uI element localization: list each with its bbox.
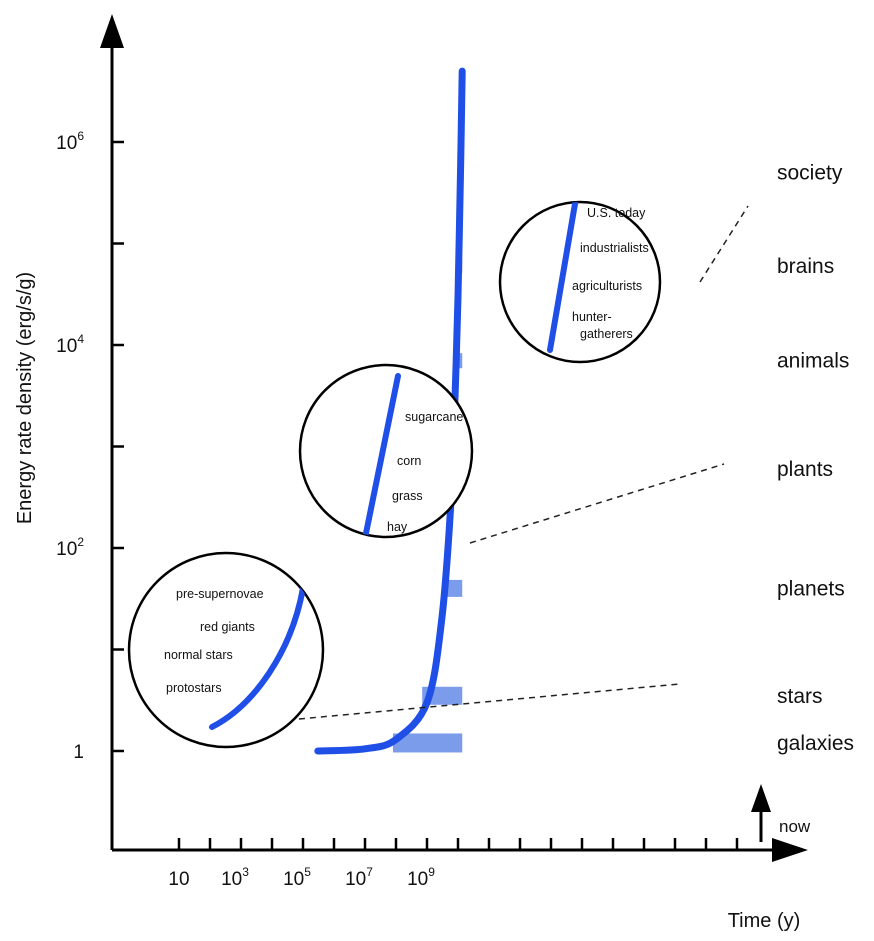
- category-label-brains: brains: [777, 255, 834, 278]
- stars-inset-curve: [209, 585, 306, 730]
- category-label-society: society: [777, 162, 843, 185]
- inset-connectors: [287, 205, 749, 721]
- society-inset-curve: [547, 202, 579, 353]
- plants-inset-curve: [360, 373, 401, 537]
- stars-inset-label-2: red giants: [200, 620, 255, 634]
- y-axis: [100, 14, 124, 850]
- society-inset-label-5: gatherers: [580, 327, 633, 341]
- stars-inset-label-3: normal stars: [164, 648, 233, 662]
- x-tick-label: 109: [407, 865, 435, 890]
- society-inset: U.S. today industrialists agriculturists…: [498, 200, 662, 364]
- society-connector: [699, 205, 749, 283]
- plants-connector: [469, 463, 725, 544]
- now-arrowhead: [751, 784, 771, 812]
- category-label-animals: animals: [777, 350, 849, 373]
- x-tick-label: 105: [283, 865, 311, 890]
- now-label: now: [779, 817, 811, 836]
- category-labels: galaxies stars planets plants animals brains s…: [777, 162, 854, 755]
- category-label-stars: stars: [777, 685, 823, 708]
- plants-inset-label-4: hay: [387, 520, 408, 534]
- y-axis-arrowhead: [100, 14, 124, 48]
- society-inset-label-3: agriculturists: [572, 279, 642, 293]
- y-tick-label: 1: [73, 742, 84, 763]
- y-axis-label: Energy rate density (erg/s/g): [14, 272, 36, 524]
- axis-ticks: [112, 140, 739, 850]
- society-inset-label-2: industrialists: [580, 241, 649, 255]
- society-inset-label-4: hunter-: [572, 310, 612, 324]
- now-marker: now: [751, 784, 811, 842]
- stars-inset: pre-supernovae red giants normal stars p…: [127, 551, 325, 749]
- category-label-plants: plants: [777, 458, 833, 481]
- y-tick-label: 102: [56, 535, 84, 560]
- plants-inset-label-3: grass: [392, 489, 423, 503]
- stars-inset-label-1: pre-supernovae: [176, 587, 264, 601]
- band-galaxies: [392, 733, 463, 753]
- x-axis-arrowhead: [772, 838, 808, 862]
- x-axis-label: Time (y): [728, 910, 801, 932]
- band-planets: [445, 579, 463, 597]
- stars-inset-label-4: protostars: [166, 681, 222, 695]
- y-tick-label: 104: [56, 332, 84, 357]
- y-tick-label: 106: [56, 129, 84, 154]
- x-tick-labels: 10 103 105 107 109: [168, 865, 435, 890]
- x-tick-label: 10: [168, 869, 189, 890]
- x-tick-label: 103: [221, 865, 249, 890]
- society-inset-label-1: U.S. today: [587, 206, 646, 220]
- plants-inset-label-1: sugarcane: [405, 410, 463, 424]
- plants-inset: sugarcane corn grass hay: [298, 363, 474, 539]
- stars-connector: [287, 683, 681, 721]
- x-axis: [112, 838, 808, 862]
- category-label-galaxies: galaxies: [777, 732, 854, 755]
- y-tick-labels: 1 102 104 106: [56, 129, 84, 763]
- x-tick-label: 107: [345, 865, 373, 890]
- category-label-planets: planets: [777, 577, 845, 600]
- plants-inset-label-2: corn: [397, 454, 421, 468]
